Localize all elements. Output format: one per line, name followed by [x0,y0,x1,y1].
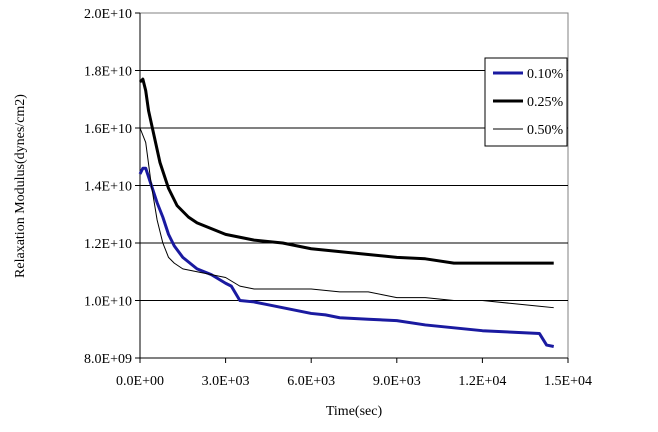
series-lines [138,77,555,348]
legend-label: 0.25% [527,95,564,110]
x-tick-label: 9.0E+03 [373,374,421,389]
y-tick-label: 1.2E+10 [84,237,132,252]
legend: 0.10% 0.25% 0.50% [484,57,568,147]
y-axis-title: Relaxation Modulus(dynes/cm2) [13,94,28,278]
axes: 8.0E+09 1.0E+10 1.2E+10 1.4E+10 1.6E+10 1.8E+… [84,7,592,389]
y-tick-label: 8.0E+09 [84,352,132,367]
x-axis-title: Time(sec) [326,404,383,419]
x-tick-label: 1.2E+04 [458,374,506,389]
y-tick-label: 1.0E+10 [84,295,132,310]
series-line-010 [138,166,555,348]
y-tick-label: 1.6E+10 [84,122,132,137]
y-tick-label: 1.4E+10 [84,180,132,195]
legend-label: 0.10% [527,67,564,82]
x-tick-label: 1.5E+04 [544,374,592,389]
series-line-025 [138,77,554,265]
y-tick-label: 2.0E+10 [84,7,132,22]
y-tick-label: 1.8E+10 [84,65,132,80]
x-tick-label: 6.0E+03 [287,374,335,389]
legend-label: 0.50% [527,123,564,138]
x-tick-label: 3.0E+03 [202,374,250,389]
series-line-050 [139,127,554,309]
x-tick-label: 0.0E+00 [116,374,164,389]
